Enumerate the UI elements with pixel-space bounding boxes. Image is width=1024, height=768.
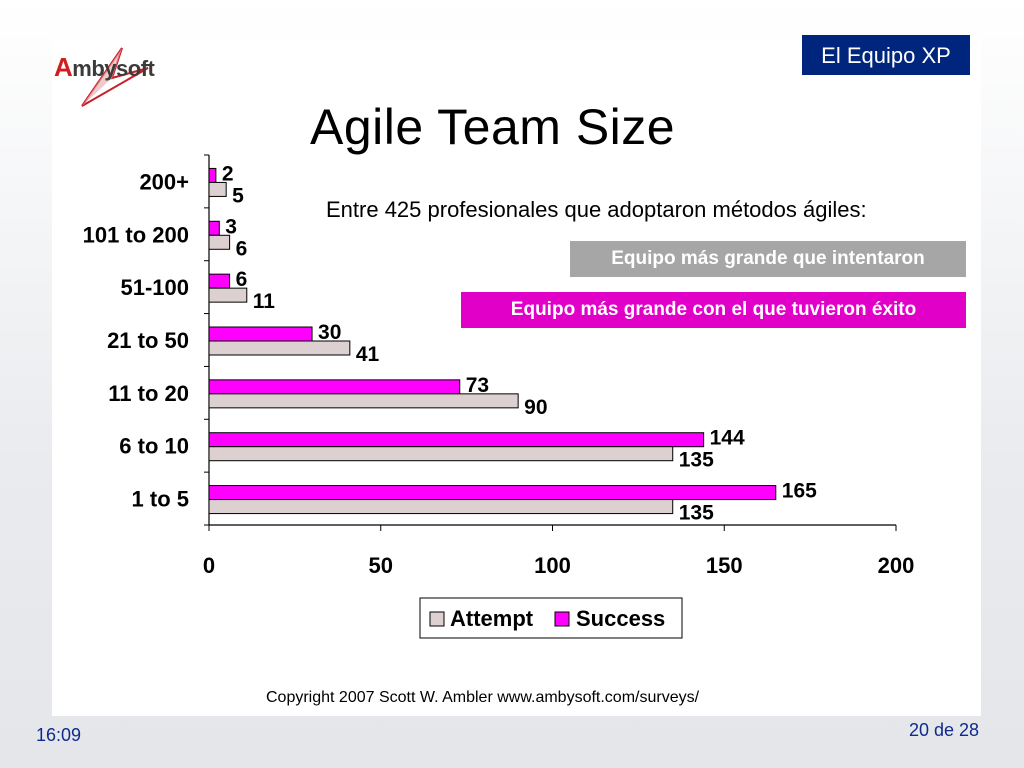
success-value-label: 144 (710, 427, 745, 450)
attempt-bar (208, 181, 227, 197)
category-label: 21 to 50 (107, 328, 189, 353)
legend-swatch-attempt (429, 611, 445, 627)
success-value-label: 3 (225, 215, 237, 238)
attempt-value-label: 5 (232, 184, 244, 207)
attempt-value-label: 90 (524, 396, 547, 419)
success-value-label: 6 (236, 268, 248, 291)
legend-box (419, 597, 683, 639)
attempt-bar (208, 234, 231, 250)
success-bar (208, 273, 231, 289)
success-bar (208, 167, 217, 183)
success-value-label: 165 (782, 480, 817, 503)
slide-title: Agile Team Size (310, 99, 676, 155)
page-number: 20 de 28 (909, 720, 980, 740)
success-bar (208, 432, 705, 448)
x-tick-label: 50 (369, 553, 393, 578)
x-tick-label: 0 (203, 553, 215, 578)
section-badge: El Equipo XP (801, 34, 971, 76)
category-label: 200+ (139, 169, 189, 194)
ambysoft-logo-mark (81, 47, 149, 107)
copyright-note: Copyright 2007 Scott W. Ambler www.ambys… (266, 689, 700, 706)
attempt-bar (208, 393, 519, 409)
attempt-bar (208, 446, 674, 462)
x-tick-label: 150 (706, 553, 743, 578)
clock-time: 16:09 (36, 725, 82, 745)
x-tick-label: 100 (534, 553, 571, 578)
attempt-callout: Equipo más grande que intentaron (570, 241, 966, 277)
success-callout: Equipo más grande con el que tuvieron éx… (461, 292, 966, 328)
category-label: 51-100 (120, 275, 189, 300)
success-value-label: 73 (466, 374, 489, 397)
legend-label-success: Success (576, 606, 665, 631)
legend-swatch-success (554, 611, 570, 627)
success-value-label: 30 (318, 321, 341, 344)
attempt-bar (208, 287, 248, 303)
category-label: 1 to 5 (132, 487, 189, 512)
x-tick-label: 200 (878, 553, 915, 578)
category-label: 11 to 20 (108, 381, 189, 406)
slide-subtitle: Entre 425 profesionales que adoptaron mé… (326, 197, 867, 222)
logo-wordmark: Ambysoft (54, 52, 155, 82)
attempt-bar (208, 340, 351, 356)
attempt-value-label: 135 (679, 502, 714, 525)
success-bar (208, 326, 313, 342)
legend-label-attempt: Attempt (450, 606, 534, 631)
success-value-label: 2 (222, 162, 234, 185)
success-bar (208, 485, 777, 501)
attempt-bar (208, 499, 674, 515)
category-label: 101 to 200 (83, 222, 189, 247)
success-bar (208, 220, 220, 236)
attempt-value-label: 41 (356, 343, 380, 366)
attempt-value-label: 11 (253, 290, 276, 313)
attempt-value-label: 135 (679, 449, 714, 472)
attempt-value-label: 6 (236, 237, 248, 260)
success-bar (208, 379, 461, 395)
category-label: 6 to 10 (119, 434, 189, 459)
